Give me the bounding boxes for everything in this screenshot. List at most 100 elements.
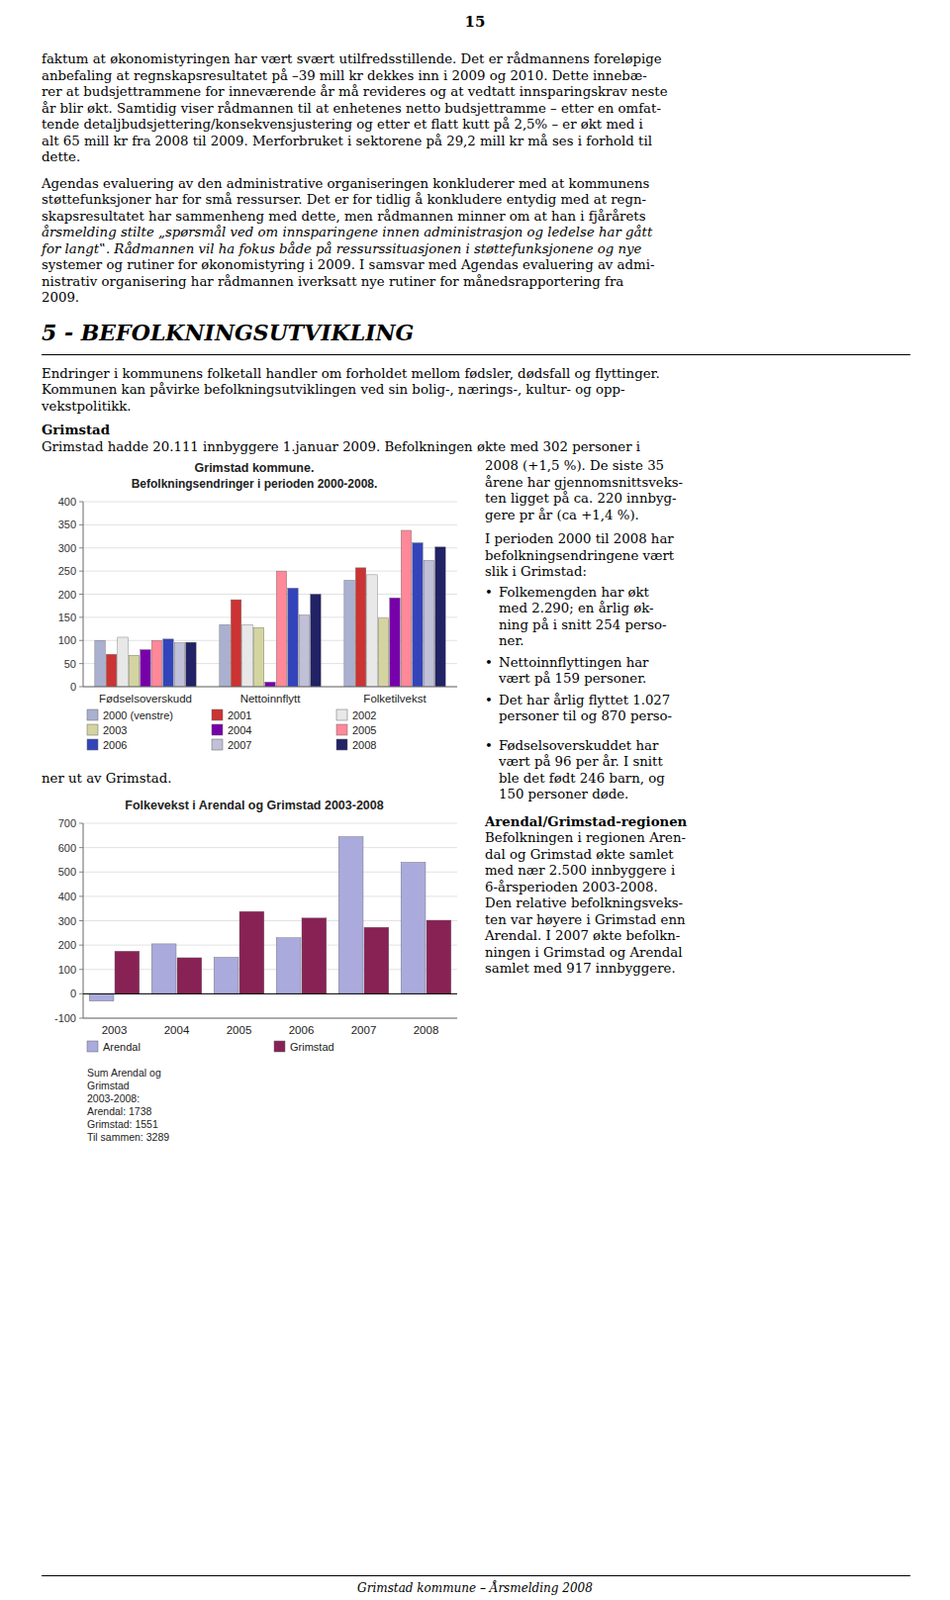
tick-label: 500 [58, 865, 77, 878]
annotation: Til sammen: 3289 [87, 1131, 170, 1143]
tick-label: 250 [58, 565, 77, 577]
bar [276, 570, 286, 687]
legend-swatch [336, 724, 348, 736]
bar [253, 627, 264, 687]
legend-label: Grimstad [289, 1041, 335, 1053]
legend-swatch [211, 724, 223, 736]
legend-swatch [274, 1041, 285, 1052]
bar [89, 993, 114, 1001]
paragraph-line: befolkningsendringene vært [484, 548, 674, 565]
tick-label: 200 [58, 939, 77, 951]
tick-mark [79, 920, 84, 922]
bullet-line: Folkemengden har økt [498, 584, 650, 601]
tick-mark [79, 686, 84, 688]
legend-swatch [336, 709, 348, 721]
legend-label: 2008 [352, 739, 377, 752]
grid-line [83, 992, 458, 994]
paragraph-line: årene har gjennomsnittsveks- [484, 475, 683, 491]
tick-mark [79, 616, 84, 618]
grid-line [83, 1017, 458, 1019]
bullet-line: ning på i snitt 254 perso- [498, 617, 666, 634]
tick-label: 0 [70, 680, 77, 693]
bar [177, 956, 202, 993]
tick-mark [79, 524, 84, 526]
annotation: Sum Arendal og [87, 1066, 162, 1079]
bar [128, 655, 139, 687]
tick-label: 400 [58, 889, 77, 902]
bar [400, 861, 426, 994]
paragraph-line: Endringer i kommunens folketall handler … [41, 366, 661, 382]
paragraph-line: anbefaling at regnskapsresultatet på –39… [41, 68, 648, 85]
grid-line [83, 501, 458, 503]
legend: ArendalGrimstad [87, 1041, 335, 1053]
paragraph-line: Befolkningen i regionen Aren- [484, 830, 686, 847]
chart: Grimstad kommune.Befolkningsendringer i … [41, 458, 468, 765]
bar [151, 943, 177, 993]
category-label: 2005 [226, 1024, 253, 1037]
bar [435, 547, 446, 687]
bar [242, 624, 253, 687]
tick-label: 0 [70, 987, 77, 1000]
bullet-line: ble det født 246 barn, og [498, 770, 665, 787]
bullet-line: personer til og 870 perso- [498, 708, 672, 725]
subheading: Arendal/Grimstad-regionen [484, 814, 687, 831]
category-label: 2003 [101, 1024, 128, 1037]
paragraph-line: I perioden 2000 til 2008 har [484, 531, 674, 548]
tick-label: 200 [58, 588, 77, 601]
bullet-line: Fødselsoverskuddet har [498, 738, 659, 755]
tick-mark [79, 822, 84, 824]
legend-label: 2000 (venstre) [102, 709, 174, 722]
category-label: Nettoinnflytt [240, 692, 302, 705]
bar [310, 594, 321, 688]
paragraph-line: Den relative befolkningsveks- [484, 895, 683, 912]
paragraph-line: Arendal. I 2007 økte befolkn- [484, 928, 680, 945]
grid-line [83, 524, 458, 526]
paragraph-line: 6-årsperioden 2003-2008. [484, 879, 659, 896]
bar [174, 643, 185, 687]
bar [389, 597, 400, 687]
tick-mark [79, 968, 84, 970]
page-number: 15 [465, 13, 486, 30]
zero-line [83, 992, 458, 994]
legend-label: 2007 [227, 739, 252, 752]
paragraph-line: med nær 2.500 innbyggere i [484, 862, 675, 879]
chart-title: Folkevekst i Arendal og Grimstad 2003-20… [124, 798, 384, 813]
paragraph-line: dette. [41, 149, 81, 166]
category-label: 2006 [288, 1024, 315, 1037]
tick-label: 400 [58, 495, 77, 508]
legend: 2000 (venstre)20012002200320042005200620… [87, 709, 377, 752]
chart-container: Grimstad kommune.Befolkningsendringer i … [41, 458, 468, 769]
paragraph-line: årsmelding stilte „spørsmål ved om innsp… [41, 224, 653, 241]
bullet: • [484, 692, 493, 709]
bar [364, 927, 389, 994]
bar [117, 637, 128, 687]
axis-line [83, 1017, 458, 1019]
legend-swatch [87, 709, 98, 721]
chart-container: Folkevekst i Arendal og Grimstad 2003-20… [41, 795, 468, 1156]
bar [95, 640, 105, 687]
bar [287, 587, 298, 687]
axis-line [83, 823, 85, 1019]
paragraph-line: dal og Grimstad økte samlet [484, 847, 674, 863]
tick-mark [79, 1017, 84, 1019]
legend-label: 2004 [227, 724, 252, 737]
bar [186, 642, 196, 687]
category-label: Folketilvekst [363, 692, 427, 705]
paragraph-line: systemer og rutiner for økonomistyring i… [41, 257, 655, 274]
tick-label: 600 [58, 841, 77, 854]
annotation: Grimstad [87, 1079, 130, 1092]
tick-label: 100 [58, 634, 77, 647]
legend-swatch [211, 709, 223, 721]
tick-mark [79, 663, 84, 665]
tick-mark [79, 570, 84, 572]
paragraph-line: for langt‟. Rådmannen vil ha fokus både … [41, 241, 642, 258]
bar [400, 530, 411, 687]
legend-label: 2006 [102, 739, 127, 752]
paragraph-line: støttefunksjoner har for små ressurser. … [41, 191, 647, 208]
chart: Folkevekst i Arendal og Grimstad 2003-20… [41, 795, 468, 1152]
bullet: • [484, 738, 493, 755]
bullet-line: Det har årlig flyttet 1.027 [498, 692, 670, 709]
bar [412, 543, 423, 687]
bar [367, 574, 378, 687]
paragraph-line: ten ligget på ca. 220 innbyg- [484, 490, 676, 507]
